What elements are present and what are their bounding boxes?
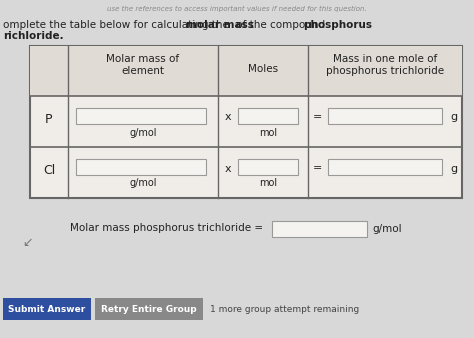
Text: x: x	[225, 113, 231, 122]
FancyBboxPatch shape	[3, 298, 91, 320]
FancyBboxPatch shape	[238, 159, 298, 174]
Text: Mass in one mole of
phosphorus trichloride: Mass in one mole of phosphorus trichlori…	[326, 54, 444, 76]
FancyBboxPatch shape	[76, 159, 206, 174]
Text: x: x	[225, 164, 231, 173]
Text: =: =	[313, 164, 323, 173]
Text: g: g	[450, 164, 457, 173]
Text: omplete the table below for calculating the: omplete the table below for calculating …	[3, 20, 232, 30]
FancyBboxPatch shape	[30, 46, 462, 96]
Text: Retry Entire Group: Retry Entire Group	[101, 305, 197, 314]
Text: P: P	[45, 113, 53, 126]
Text: Submit Answer: Submit Answer	[9, 305, 86, 314]
Text: Molar mass of
element: Molar mass of element	[107, 54, 180, 76]
Text: Molar mass phosphorus trichloride =: Molar mass phosphorus trichloride =	[70, 223, 263, 233]
Text: molar mass: molar mass	[186, 20, 254, 30]
FancyBboxPatch shape	[30, 46, 462, 198]
FancyBboxPatch shape	[95, 298, 203, 320]
Text: g/mol: g/mol	[129, 127, 157, 138]
Text: mol: mol	[259, 127, 277, 138]
FancyBboxPatch shape	[238, 107, 298, 123]
Text: phosphorus: phosphorus	[303, 20, 372, 30]
FancyBboxPatch shape	[76, 107, 206, 123]
Text: g: g	[450, 113, 457, 122]
Text: Cl: Cl	[43, 164, 55, 177]
Text: 1 more group attempt remaining: 1 more group attempt remaining	[210, 305, 359, 314]
Text: use the references to access important values if needed for this question.: use the references to access important v…	[107, 6, 367, 12]
Text: g/mol: g/mol	[129, 178, 157, 189]
FancyBboxPatch shape	[328, 159, 442, 174]
Text: =: =	[313, 113, 323, 122]
Text: Moles: Moles	[248, 64, 278, 74]
Text: ↙: ↙	[23, 236, 33, 249]
Text: richloride.: richloride.	[3, 31, 64, 41]
Text: of the compound: of the compound	[233, 20, 328, 30]
FancyBboxPatch shape	[272, 221, 367, 237]
FancyBboxPatch shape	[328, 107, 442, 123]
Text: mol: mol	[259, 178, 277, 189]
Text: g/mol: g/mol	[372, 224, 401, 234]
